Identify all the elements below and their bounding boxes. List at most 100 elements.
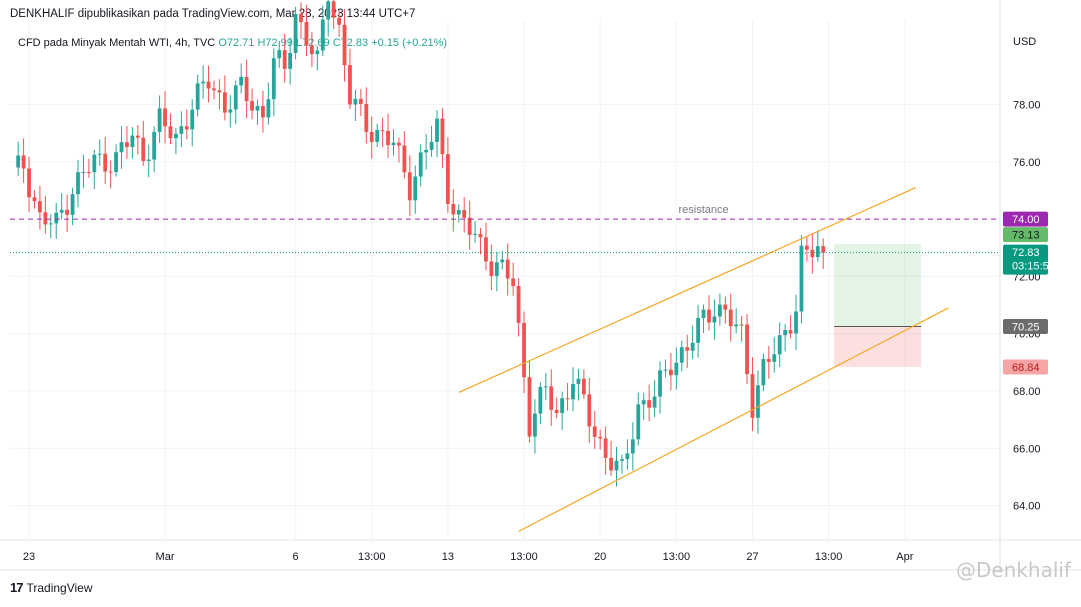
- candle-body: [766, 358, 771, 362]
- candle-body: [587, 394, 592, 427]
- candle-body: [581, 378, 586, 395]
- candle-body: [424, 149, 429, 153]
- candle-body: [266, 99, 271, 118]
- candle-body: [505, 259, 510, 279]
- candle-body: [217, 90, 222, 93]
- x-tick-label: 13:00: [663, 551, 691, 563]
- candle-body: [179, 126, 184, 134]
- resistance-label: resistance: [678, 204, 728, 216]
- tradingview-brand: TradingView: [26, 580, 93, 595]
- candle-body: [549, 386, 554, 410]
- candle-body: [658, 370, 662, 397]
- candle-body: [222, 92, 227, 113]
- candle-body: [576, 378, 581, 384]
- candle-body: [233, 85, 238, 110]
- candle-body: [271, 58, 276, 100]
- candle-body: [435, 118, 439, 142]
- price-label-text: 74.00: [1012, 214, 1040, 226]
- candle-body: [777, 335, 782, 355]
- candle-body: [342, 24, 347, 66]
- candle-body: [723, 304, 728, 310]
- candle-body: [103, 153, 108, 172]
- candle-body: [407, 172, 412, 201]
- candle-body: [141, 137, 146, 161]
- candle-body: [489, 261, 494, 276]
- price-label-text: 72.83: [1012, 247, 1040, 259]
- price-label-text: 70.25: [1012, 322, 1040, 334]
- countdown-label: 03:15:55: [1012, 261, 1055, 273]
- candle-body: [712, 316, 717, 323]
- candle-body: [685, 347, 690, 351]
- candle-body: [114, 152, 118, 173]
- y-tick-label: 76.00: [1013, 157, 1041, 169]
- candle-body: [462, 210, 467, 218]
- candle-body: [516, 285, 521, 323]
- candle-body: [745, 324, 749, 375]
- x-tick-label: 27: [746, 551, 758, 563]
- candle-body: [358, 98, 363, 104]
- candle-body: [152, 131, 157, 160]
- candle-body: [277, 50, 282, 59]
- candle-body: [304, 22, 309, 46]
- candle-body: [293, 14, 298, 53]
- candle-body: [369, 131, 374, 142]
- candle-body: [533, 413, 537, 437]
- candle-body: [391, 142, 396, 146]
- candle-body: [309, 45, 314, 55]
- candle-body: [511, 278, 516, 286]
- candle-body: [65, 209, 70, 215]
- candle-body: [696, 318, 701, 343]
- candle-body: [625, 453, 630, 460]
- candle-body: [636, 404, 641, 440]
- candle-body: [772, 354, 777, 362]
- candle-body: [663, 369, 668, 371]
- candle-body: [794, 311, 798, 334]
- x-tick-label: 20: [594, 551, 606, 563]
- candle-body: [353, 98, 358, 105]
- candle-body: [76, 172, 80, 195]
- price-label-text: 68.84: [1012, 362, 1040, 374]
- candle-body: [32, 197, 37, 202]
- candle-body: [250, 101, 254, 111]
- candle-body: [554, 409, 559, 414]
- candle-body: [27, 168, 31, 198]
- candle-body: [320, 19, 325, 51]
- candle-body: [679, 347, 684, 363]
- candle-body: [815, 246, 820, 258]
- candle-body: [70, 194, 75, 215]
- candle-body: [81, 172, 86, 174]
- x-tick-label: 13:00: [815, 551, 843, 563]
- candle-body: [288, 52, 293, 69]
- candle-body: [669, 369, 673, 376]
- candle-body: [86, 172, 91, 174]
- x-tick-label: 23: [23, 551, 35, 563]
- candle-body: [364, 103, 369, 132]
- candle-body: [92, 154, 97, 173]
- candle-body: [429, 141, 434, 150]
- price-label-current: [1003, 244, 1048, 275]
- candle-body: [315, 50, 320, 55]
- candle-body: [707, 309, 711, 323]
- candle-body: [38, 201, 42, 213]
- candle-body: [119, 142, 124, 153]
- channel-upper-line: [458, 187, 916, 393]
- candle-body: [641, 400, 646, 405]
- tradingview-logo[interactable]: 17 TradingView: [10, 580, 93, 595]
- candle-body: [620, 459, 624, 461]
- candle-body: [543, 386, 548, 388]
- candle-body: [348, 65, 352, 105]
- candle-body: [337, 17, 341, 25]
- author-watermark: @Denkhalif: [955, 558, 1071, 582]
- target-zone: [834, 244, 922, 327]
- channel-lower-line: [518, 307, 949, 532]
- candle-body: [799, 245, 804, 312]
- candle-body: [674, 362, 679, 376]
- candle-body: [783, 330, 788, 336]
- candle-body: [484, 237, 488, 262]
- currency-label: USD: [1013, 36, 1036, 48]
- candle-body: [538, 386, 543, 414]
- candle-body: [125, 142, 129, 148]
- candle-body: [397, 142, 401, 146]
- price-label-resistance: [1003, 211, 1048, 227]
